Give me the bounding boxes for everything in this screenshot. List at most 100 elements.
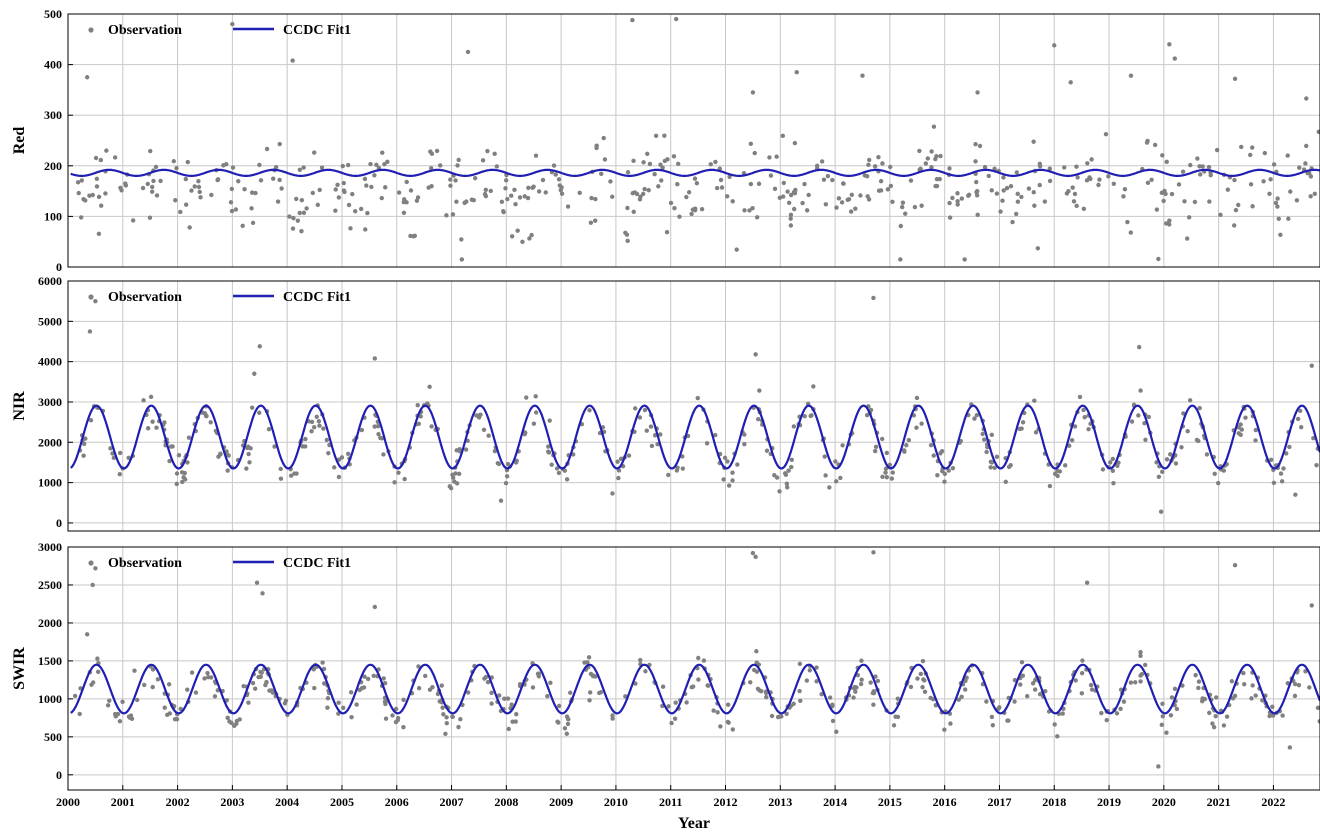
observation-point [1037, 182, 1042, 188]
observation-point [504, 474, 510, 479]
observation-point [103, 191, 108, 196]
observation-point [1249, 696, 1254, 701]
observation-point [947, 215, 953, 220]
observation-point [88, 418, 94, 423]
observation-point [244, 466, 249, 471]
observation-point [631, 158, 636, 164]
observation-point [597, 690, 602, 696]
observation-point [87, 193, 92, 198]
observation-point [871, 550, 876, 555]
observation-point [408, 188, 414, 193]
observation-point [230, 21, 235, 27]
observation-point [282, 701, 288, 706]
observation-point [444, 715, 449, 720]
observation-point [594, 145, 599, 151]
observation-point [972, 416, 977, 421]
observation-point [974, 179, 979, 185]
observation-point [830, 177, 835, 183]
observation-point [1019, 194, 1024, 200]
x-tick-label: 2020 [1152, 795, 1176, 809]
observation-point [715, 710, 720, 715]
observation-point [711, 708, 716, 713]
y-tick-label: 200 [44, 159, 62, 173]
observation-point [625, 170, 631, 175]
observation-point [1169, 191, 1175, 197]
observation-point [104, 148, 109, 153]
observation-point [735, 462, 740, 467]
observation-point [928, 695, 933, 701]
observation-point [1229, 679, 1235, 684]
observation-point [1267, 191, 1272, 196]
observation-point [543, 190, 548, 195]
observation-point [1142, 662, 1148, 668]
observation-point [299, 197, 305, 203]
x-tick-label: 2005 [330, 795, 354, 809]
observation-point [469, 197, 475, 202]
observation-point [150, 419, 155, 424]
observation-point [1152, 142, 1158, 148]
observation-point [708, 162, 713, 167]
observation-point [1160, 153, 1165, 158]
observation-point [208, 420, 213, 425]
observation-point [888, 183, 894, 189]
observation-point [789, 464, 794, 470]
observation-point [704, 441, 710, 446]
observation-point [791, 424, 797, 429]
observation-point [402, 476, 407, 482]
observation-point [414, 198, 420, 203]
observation-point [660, 684, 666, 689]
observation-point [914, 425, 919, 430]
observation-point [174, 165, 179, 171]
observation-point [540, 177, 546, 183]
observation-point [549, 462, 554, 467]
observation-point [876, 154, 881, 160]
observation-point [529, 232, 534, 238]
observation-point [79, 178, 84, 183]
observation-point [1267, 713, 1272, 719]
observation-point [898, 223, 903, 229]
observation-point [402, 197, 407, 202]
observation-point [848, 209, 854, 214]
observation-point [1138, 673, 1143, 678]
observation-point [1311, 435, 1316, 441]
observation-point [90, 680, 96, 685]
observation-point [1072, 191, 1078, 197]
observation-point [980, 431, 985, 437]
observation-point [904, 442, 909, 448]
x-tick-label: 2003 [220, 795, 244, 809]
observation-point [1213, 714, 1218, 719]
observation-point [1015, 191, 1020, 197]
observation-point [509, 702, 514, 707]
observation-point [789, 457, 794, 462]
observation-point [536, 189, 542, 194]
y-tick-label: 300 [44, 108, 62, 122]
observation-point [564, 477, 570, 482]
observation-point [150, 684, 155, 690]
observation-point [1008, 462, 1013, 468]
observation-point [1071, 199, 1077, 204]
observation-point [362, 674, 367, 679]
observation-point [514, 712, 519, 717]
observation-point [1160, 701, 1165, 706]
observation-point [637, 415, 643, 420]
observation-point [974, 189, 979, 195]
observation-point [602, 157, 608, 162]
observation-point [631, 209, 636, 215]
observation-point [427, 687, 433, 692]
observation-point [630, 17, 635, 23]
observation-point [416, 685, 422, 691]
observation-point [448, 177, 453, 182]
observation-point [185, 460, 190, 465]
observation-point [1268, 457, 1274, 462]
observation-point [167, 711, 173, 716]
observation-point [381, 676, 386, 681]
observation-point [928, 442, 934, 448]
observation-point [390, 713, 395, 718]
observation-point [317, 187, 322, 193]
observation-point [1138, 649, 1143, 655]
observation-point [942, 471, 948, 477]
observation-point [1114, 711, 1120, 716]
observation-point [187, 225, 192, 230]
observation-point [918, 671, 924, 677]
observation-point [1243, 415, 1248, 420]
